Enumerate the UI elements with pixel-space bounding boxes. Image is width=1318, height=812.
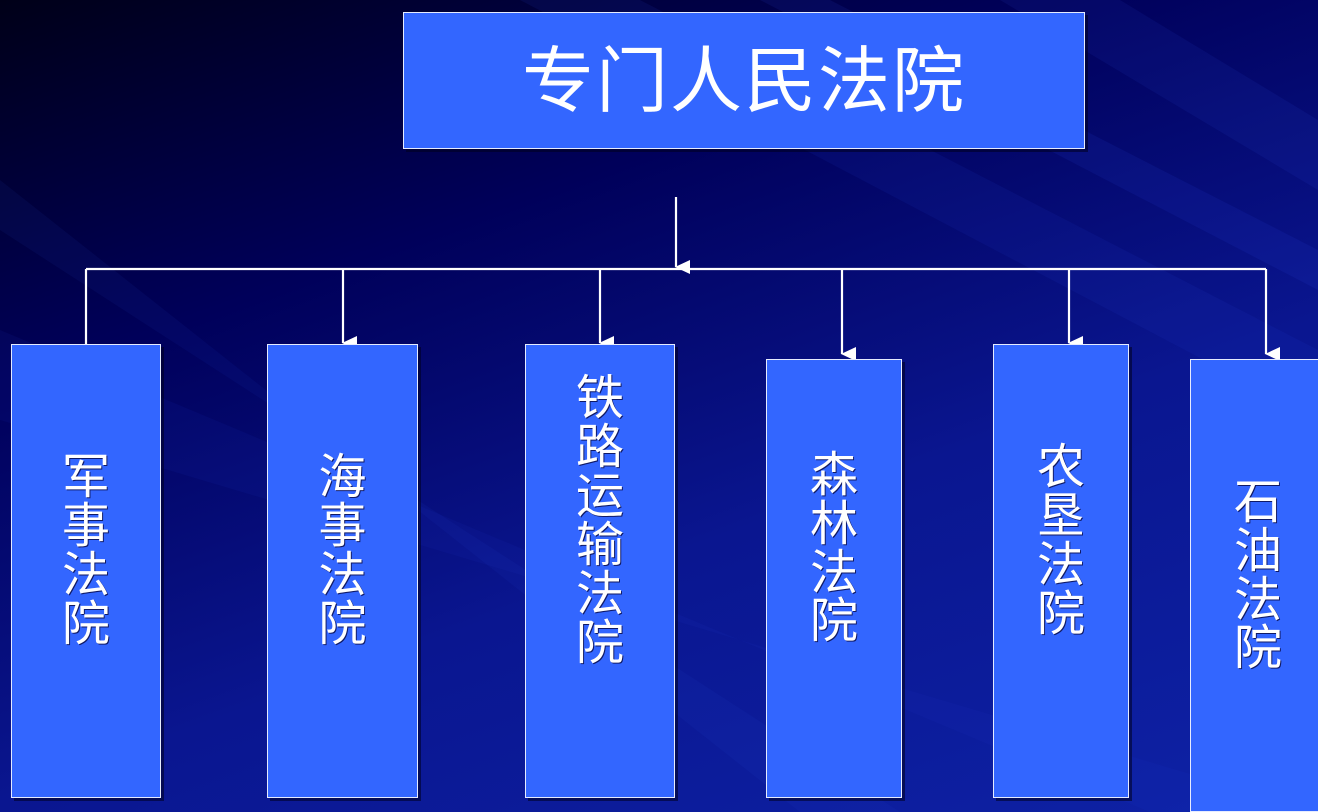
child-node-military-court: 军事法院 [11,344,161,798]
child-node-reclamation-court: 农垦法院 [993,344,1129,798]
child-node-maritime-court: 海事法院 [267,344,418,798]
child-node-label: 海事法院 [318,449,367,652]
child-node-label: 农垦法院 [1036,439,1085,642]
root-node-label: 专门人民法院 [521,38,966,123]
child-node-label: 石油法院 [1233,473,1282,677]
child-node-forestry-court: 森林法院 [766,359,902,798]
child-node-label: 军事法院 [61,449,110,652]
child-node-label: 森林法院 [809,446,858,650]
root-node-box: 专门人民法院 [403,12,1085,149]
child-node-railway-court: 铁路运输法院 [525,344,675,798]
child-node-label: 铁路运输法院 [575,370,624,671]
child-node-petroleum-court: 石油法院 [1190,359,1318,812]
